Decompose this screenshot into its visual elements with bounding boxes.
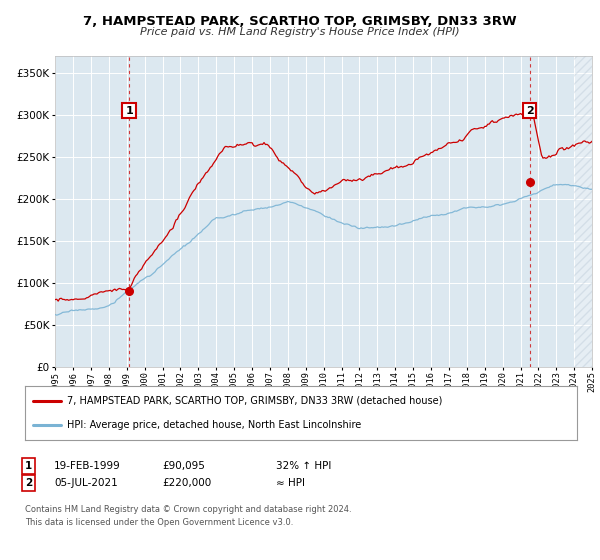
Text: 05-JUL-2021: 05-JUL-2021 xyxy=(54,478,118,488)
Text: ≈ HPI: ≈ HPI xyxy=(276,478,305,488)
Text: 7, HAMPSTEAD PARK, SCARTHO TOP, GRIMSBY, DN33 3RW: 7, HAMPSTEAD PARK, SCARTHO TOP, GRIMSBY,… xyxy=(83,15,517,28)
Text: 32% ↑ HPI: 32% ↑ HPI xyxy=(276,461,331,471)
Bar xyxy=(574,56,592,367)
Text: £90,095: £90,095 xyxy=(162,461,205,471)
Text: 1: 1 xyxy=(25,461,32,471)
Text: This data is licensed under the Open Government Licence v3.0.: This data is licensed under the Open Gov… xyxy=(25,517,293,527)
Text: HPI: Average price, detached house, North East Lincolnshire: HPI: Average price, detached house, Nort… xyxy=(67,420,361,430)
Text: 1: 1 xyxy=(125,106,133,115)
Text: Contains HM Land Registry data © Crown copyright and database right 2024.: Contains HM Land Registry data © Crown c… xyxy=(25,505,352,515)
Text: 7, HAMPSTEAD PARK, SCARTHO TOP, GRIMSBY, DN33 3RW (detached house): 7, HAMPSTEAD PARK, SCARTHO TOP, GRIMSBY,… xyxy=(67,396,442,406)
Text: £220,000: £220,000 xyxy=(162,478,211,488)
Text: 19-FEB-1999: 19-FEB-1999 xyxy=(54,461,121,471)
Text: 2: 2 xyxy=(25,478,32,488)
Text: Price paid vs. HM Land Registry's House Price Index (HPI): Price paid vs. HM Land Registry's House … xyxy=(140,27,460,38)
Text: 2: 2 xyxy=(526,106,533,115)
